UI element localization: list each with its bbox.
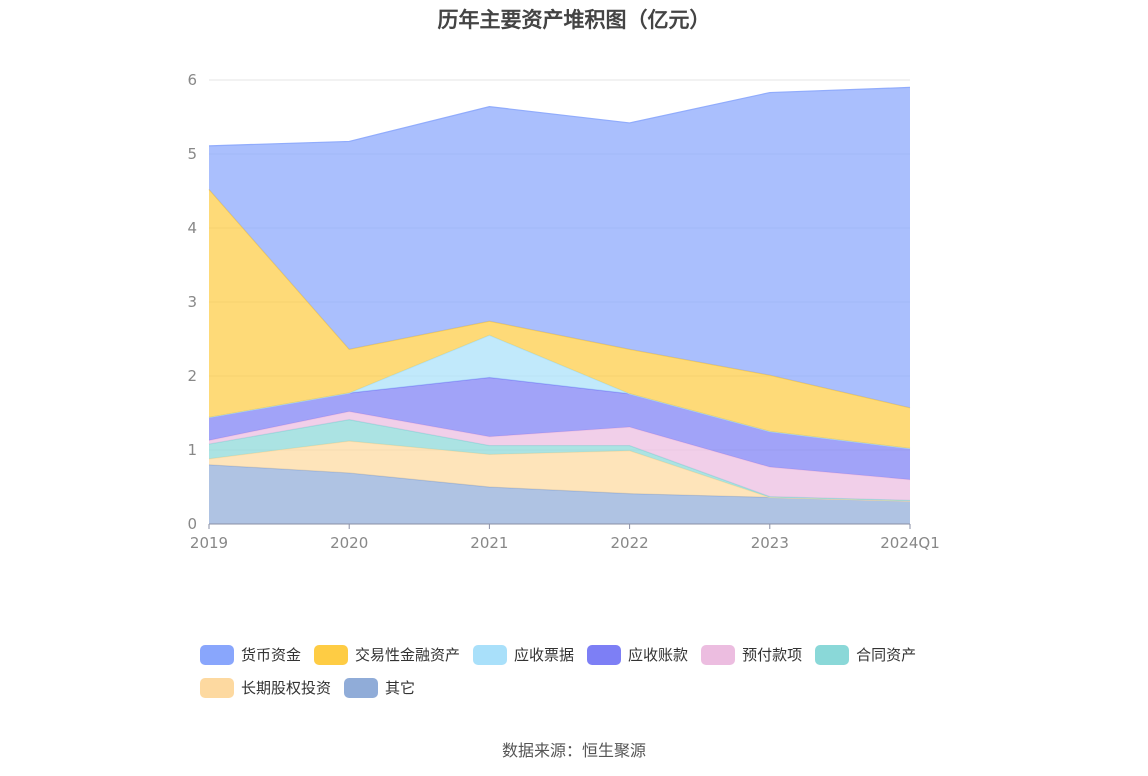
legend-label: 货币资金 [241, 646, 302, 664]
x-tick-label: 2019 [190, 534, 228, 552]
legend-swatch [701, 644, 736, 665]
legend-label: 应收账款 [628, 646, 689, 664]
legend-swatch [815, 644, 850, 665]
x-tick-label: 2020 [330, 534, 368, 552]
legend-item[interactable]: 其它 [344, 677, 415, 698]
area-应收账款 [209, 377, 910, 480]
y-tick-label: 6 [187, 71, 197, 89]
legend: 货币资金 交易性金融资产 应收票据 应收账款 预付款项 合同资产 长期股权投资 其它 [200, 638, 980, 704]
legend-label: 应收票据 [514, 646, 575, 664]
x-tick-label: 2021 [470, 534, 508, 552]
legend-item[interactable]: 长期股权投资 [200, 677, 331, 698]
legend-item[interactable]: 预付款项 [701, 644, 802, 665]
y-tick-label: 4 [187, 219, 197, 237]
legend-swatch [200, 677, 234, 698]
legend-label: 合同资产 [856, 646, 917, 664]
chart-title: 历年主要资产堆积图（亿元） [437, 8, 711, 32]
source-note: 数据来源：恒生聚源 [501, 741, 646, 760]
x-tick-label: 2022 [611, 534, 649, 552]
legend-item[interactable]: 交易性金融资产 [314, 644, 460, 665]
legend-row: 货币资金 交易性金融资产 应收票据 应收账款 预付款项 合同资产 [200, 638, 980, 671]
legend-label: 预付款项 [742, 646, 803, 664]
legend-swatch [473, 644, 508, 665]
legend-swatch [200, 644, 234, 665]
legend-label: 长期股权投资 [241, 679, 332, 697]
legend-item[interactable]: 合同资产 [815, 644, 916, 665]
area-series [208, 86, 911, 524]
y-tick-label: 5 [187, 145, 197, 163]
legend-item[interactable]: 应收账款 [587, 644, 688, 665]
area-edge-货币资金 [208, 86, 911, 147]
area-货币资金 [209, 87, 910, 408]
y-tick-label: 0 [187, 515, 197, 533]
y-tick-label: 3 [187, 293, 197, 311]
legend-row: 长期股权投资 其它 [200, 671, 980, 704]
legend-swatch [587, 644, 622, 665]
legend-label: 其它 [385, 679, 416, 697]
x-tick-label: 2023 [751, 534, 789, 552]
area-其它 [209, 464, 910, 524]
y-tick-label: 1 [187, 441, 197, 459]
y-tick-label: 2 [187, 367, 197, 385]
area-合同资产 [209, 419, 910, 502]
legend-swatch [344, 677, 379, 698]
area-预付款项 [209, 411, 910, 501]
area-交易性金融资产 [209, 189, 910, 449]
legend-label: 交易性金融资产 [355, 646, 461, 664]
x-tick-label: 2024Q1 [880, 534, 940, 552]
axes: 0 1 2 3 4 5 6 2019 2020 2021 2022 2023 2024Q1 [187, 71, 939, 552]
legend-swatch [314, 644, 349, 665]
legend-item[interactable]: 货币资金 [200, 644, 301, 665]
legend-item[interactable]: 应收票据 [473, 644, 574, 665]
